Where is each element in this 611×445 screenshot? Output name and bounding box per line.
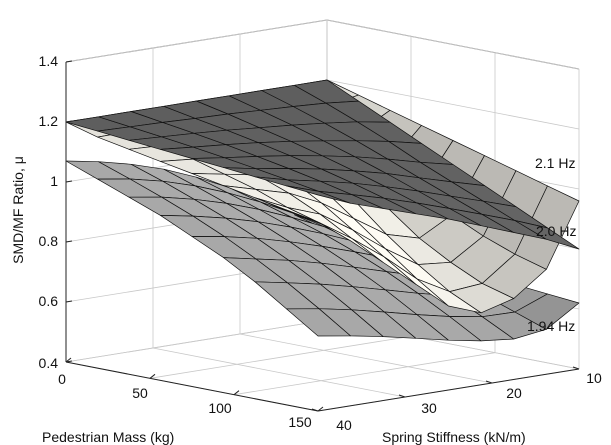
surface-layer [65,79,580,342]
x-tick-mark [233,390,240,396]
z-axis-title: SMD/MF Ratio, μ [10,156,26,264]
y-tick-label: 30 [421,400,437,416]
z-tick-mark [65,120,73,123]
y-tick-label: 40 [336,417,352,433]
z-tick-label: 1.2 [39,113,59,129]
z-tick-mark [65,60,73,63]
z-tick-mark [65,180,73,183]
surface-patch-2-1-hz [514,220,580,250]
z-tick-label: 0.8 [39,233,59,249]
y-tick-mark [485,380,493,384]
grid-line [152,347,406,398]
grid-line [326,79,580,130]
y-tick-label: 10 [586,370,602,386]
z-tick-label: 0.6 [39,293,59,309]
surface-label-1-94hz: 1.94 Hz [527,318,575,334]
x-tick-mark [65,357,72,363]
surface-label-2-0hz: 2.0 Hz [536,223,576,239]
surface-patch-1-94-hz [514,293,580,330]
z-tick-label: 1 [50,173,58,189]
z-tick-mark [65,240,73,243]
surface-label-2-1hz: 2.1 Hz [535,155,575,171]
y-axis-title: Spring Stiffness (kN/m) [382,429,526,445]
x-tick-label: 150 [288,414,312,430]
grid-line [326,19,580,70]
y-tick-mark [311,408,319,412]
y-axis-line [317,368,580,412]
z-tick-mark [65,300,73,303]
x-tick-mark [317,406,324,412]
grid-line [239,333,493,384]
z-tick-label: 1.4 [39,53,59,69]
x-tick-label: 50 [132,385,148,401]
y-tick-mark [398,394,406,398]
x-tick-label: 100 [208,400,232,416]
grid-line [65,319,328,363]
grid-line [65,19,328,63]
grid-line [233,352,496,396]
x-tick-mark [149,373,156,379]
x-tick-label: 0 [58,371,66,387]
x-axis-line [65,361,319,412]
grid-line [149,335,412,379]
y-tick-mark [572,366,580,370]
tick-marks [65,60,580,412]
y-tick-label: 20 [506,385,522,401]
x-axis-title: Pedestrian Mass (kg) [42,429,174,445]
z-tick-label: 0.4 [39,355,59,371]
